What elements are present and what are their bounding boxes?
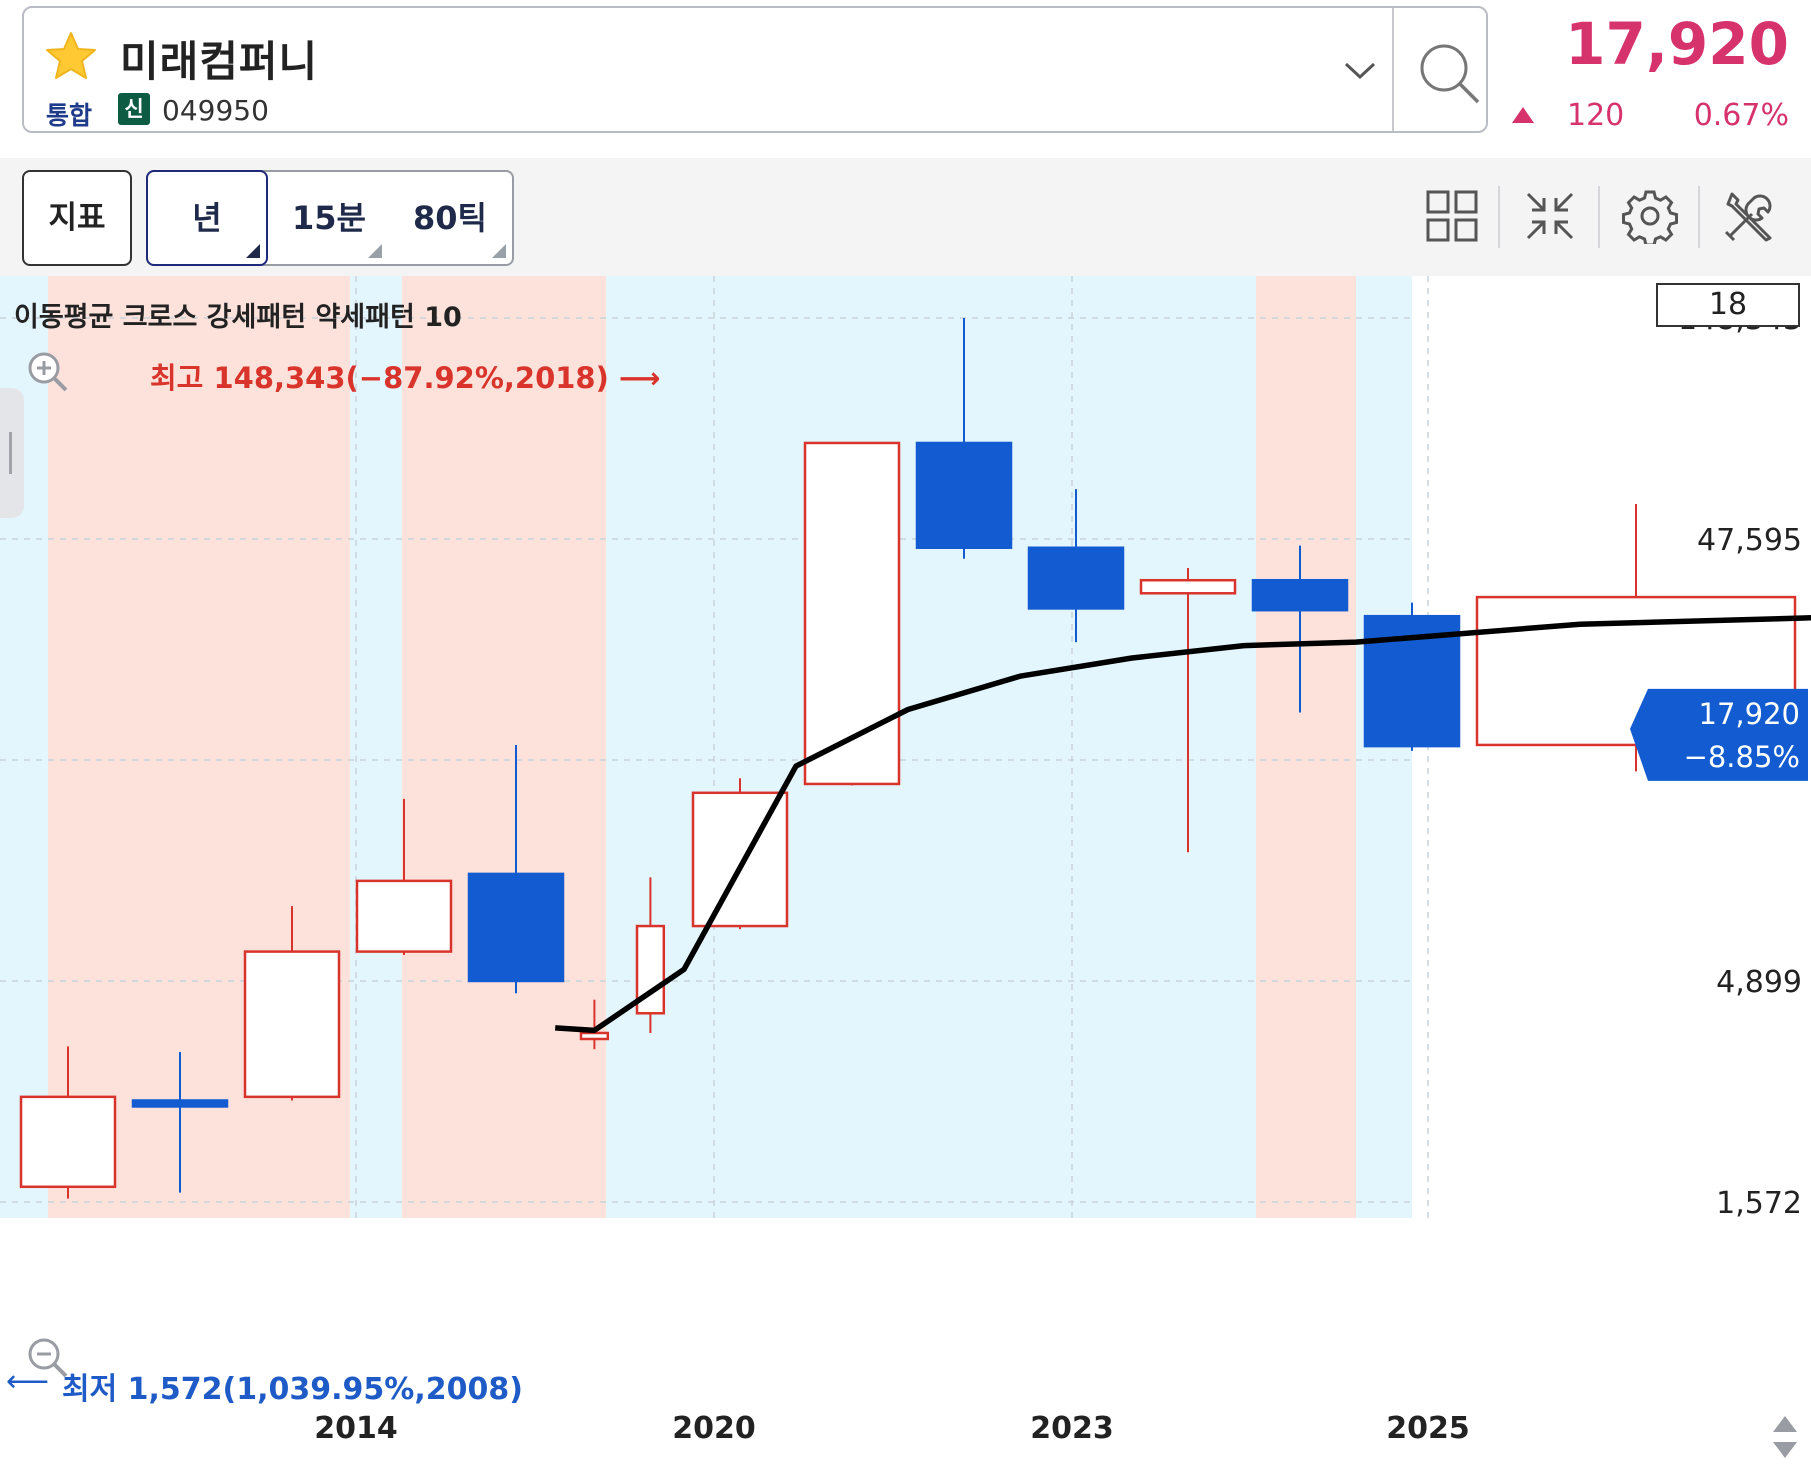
low-annotation: 최저 1,572(1,039.95%,2008) bbox=[62, 1372, 523, 1407]
current-price-tag-percent: −8.85% bbox=[1684, 740, 1800, 774]
up-candle bbox=[1139, 567, 1237, 853]
x-tick-label: 2014 bbox=[314, 1411, 398, 1446]
bull-zone bbox=[48, 276, 350, 1406]
period-year-button[interactable]: 년 bbox=[146, 170, 268, 266]
tools-icon[interactable] bbox=[1722, 188, 1778, 244]
scroll-updown-icon[interactable] bbox=[1768, 1412, 1802, 1462]
period-selector: 년 15분 80틱 bbox=[146, 170, 514, 266]
down-candle bbox=[1251, 545, 1349, 713]
up-candle bbox=[19, 1046, 117, 1199]
candle-body bbox=[1139, 578, 1237, 595]
divider bbox=[1392, 8, 1394, 131]
candle-body bbox=[915, 441, 1013, 550]
x-tick-label: 2025 bbox=[1386, 1411, 1470, 1446]
x-tick-label: 2023 bbox=[1030, 1411, 1114, 1446]
candle-body bbox=[243, 950, 341, 1099]
up-candle bbox=[355, 798, 453, 956]
candle-body bbox=[355, 879, 453, 953]
candle-body bbox=[1027, 546, 1125, 610]
zoom-in-icon[interactable] bbox=[24, 348, 70, 394]
market-label: 통합 bbox=[46, 101, 93, 130]
high-annotation: 최고 148,343(−87.92%,2018) ⟶ bbox=[150, 355, 661, 397]
stock-name[interactable]: 미래컴퍼니 bbox=[120, 37, 319, 86]
candle-body bbox=[579, 1031, 610, 1041]
chevron-down-icon[interactable] bbox=[1336, 50, 1384, 90]
down-candle bbox=[1363, 602, 1461, 751]
corner-triangle-icon bbox=[492, 244, 506, 258]
collapse-icon[interactable] bbox=[1522, 188, 1578, 244]
side-panel-handle[interactable] bbox=[0, 388, 24, 518]
arrow-left-icon: ⟵ bbox=[6, 1364, 50, 1399]
price-change: 120 bbox=[1567, 98, 1625, 133]
credit-badge: 신 bbox=[118, 93, 150, 125]
y-tick-label: 47,595 bbox=[1697, 523, 1802, 558]
moving-average-line bbox=[555, 615, 1811, 1034]
period-year-label: 년 bbox=[192, 199, 222, 237]
candle-body bbox=[803, 441, 901, 786]
period-15min-label: 15분 bbox=[292, 199, 366, 237]
candle-body bbox=[1251, 578, 1349, 612]
corner-triangle-icon bbox=[246, 244, 260, 258]
high-label-text: 최고 148,343(−87.92%,2018) bbox=[150, 361, 609, 395]
candle-body bbox=[19, 1095, 117, 1189]
divider bbox=[1498, 186, 1500, 248]
candle-count-box[interactable]: 18 bbox=[1656, 283, 1800, 327]
up-candle bbox=[803, 441, 901, 786]
corner-triangle-icon bbox=[368, 244, 382, 258]
current-price: 17,920 bbox=[1565, 10, 1789, 78]
y-tick-label: 1,572 bbox=[1716, 1186, 1802, 1221]
up-triangle-icon bbox=[1512, 107, 1534, 123]
down-candle bbox=[1027, 489, 1125, 643]
x-axis: 2014 2020 2023 2025 bbox=[314, 1411, 1470, 1446]
down-candle bbox=[915, 318, 1013, 559]
period-15min-button[interactable]: 15분 bbox=[270, 172, 388, 264]
divider bbox=[1698, 186, 1700, 248]
price-change-percent: 0.67% bbox=[1693, 98, 1789, 133]
current-price-tag: 17,920 −8.85% bbox=[1630, 688, 1808, 781]
search-icon[interactable] bbox=[1412, 38, 1486, 108]
y-tick-label: 4,899 bbox=[1716, 965, 1802, 1000]
bull-zone bbox=[1256, 276, 1356, 1406]
candle-body bbox=[467, 872, 565, 983]
indicator-button[interactable]: 지표 bbox=[22, 170, 132, 266]
current-price-tag-shape bbox=[1630, 688, 1808, 781]
gear-icon[interactable] bbox=[1622, 188, 1678, 244]
zoom-out-icon[interactable] bbox=[24, 1334, 70, 1380]
candle-body bbox=[131, 1099, 229, 1108]
stock-selector[interactable]: 미래컴퍼니 통합 신 049950 bbox=[22, 6, 1488, 133]
pattern-zones bbox=[0, 276, 1811, 1466]
indicator-legend: 이동평균 크로스 강세패턴 약세패턴 10 bbox=[14, 302, 462, 333]
period-80tick-button[interactable]: 80틱 bbox=[388, 172, 512, 264]
period-80tick-label: 80틱 bbox=[413, 199, 487, 237]
grid-layout-icon[interactable] bbox=[1424, 188, 1480, 244]
star-favorite-icon[interactable] bbox=[44, 30, 98, 84]
divider bbox=[1598, 186, 1600, 248]
x-tick-label: 2020 bbox=[672, 1411, 756, 1446]
up-candle bbox=[243, 906, 341, 1101]
current-price-tag-value: 17,920 bbox=[1699, 697, 1800, 731]
down-candle bbox=[131, 1052, 229, 1193]
chart-toolbar: 지표 년 15분 80틱 bbox=[0, 158, 1811, 276]
down-candle bbox=[467, 744, 565, 994]
axis-area bbox=[1412, 276, 1642, 1406]
bull-zone bbox=[402, 276, 606, 1406]
stock-code: 049950 bbox=[162, 94, 269, 127]
x-axis-area bbox=[0, 1218, 1811, 1466]
up-candle bbox=[691, 778, 789, 930]
arrow-right-icon: ⟶ bbox=[618, 361, 661, 395]
